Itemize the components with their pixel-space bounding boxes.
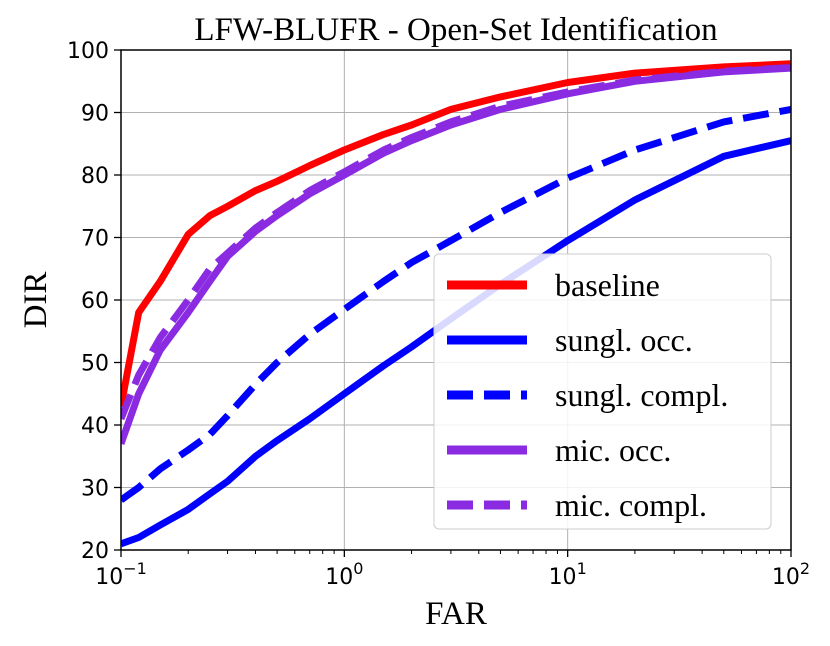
y-tick-label: 90 [81,102,109,127]
y-tick-label: 50 [81,352,109,377]
legend-label: sungl. occ. [555,322,693,358]
y-tick-label: 60 [81,289,109,314]
x-tick-label: 10−1 [95,559,147,590]
y-tick-label: 30 [81,477,109,502]
y-tick-label: 40 [81,414,109,439]
legend-label: mic. occ. [555,432,671,468]
y-tick-label: 80 [81,164,109,189]
y-tick-label: 70 [81,227,109,252]
series-sungl-compl-line [121,105,791,503]
series-baseline-line [121,60,791,407]
legend-box [433,253,772,530]
x-tick-label: 101 [549,559,587,590]
chart-title: LFW-BLUFR - Open-Set Identification [194,12,717,48]
y-tick-label: 20 [81,539,109,564]
series-mic-compl-line [121,64,791,421]
legend: baseline sungl. occ. sungl. compl. mic. occ… [433,253,772,530]
legend-label: sungl. compl. [555,377,728,413]
series-layer [121,60,791,548]
x-axis-label: FAR [425,596,487,632]
legend-label: baseline [555,267,660,303]
y-tick-label: 100 [67,39,109,64]
x-tick-label: 102 [772,559,810,590]
axis-ticks: 20 30 40 50 60 70 80 90 100 10−1 100 101 102 [67,39,810,590]
y-axis-label: DIR [18,272,54,329]
legend-label: mic. compl. [555,487,707,523]
x-tick-label: 100 [325,559,363,590]
series-sungl-occ-line [121,137,791,548]
